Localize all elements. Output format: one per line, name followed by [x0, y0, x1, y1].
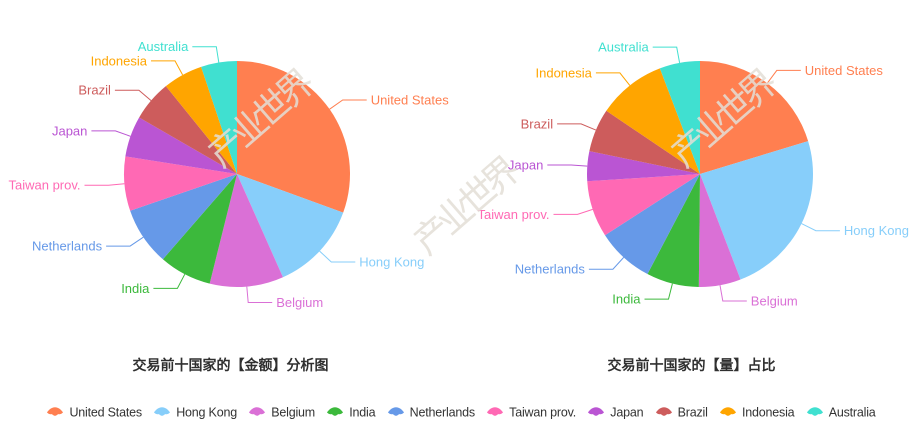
svg-text:Belgium: Belgium	[276, 295, 323, 310]
svg-text:United States: United States	[371, 93, 450, 108]
svg-text:Indonesia: Indonesia	[536, 65, 593, 80]
svg-text:Belgium: Belgium	[751, 294, 798, 309]
svg-text:Hong Kong: Hong Kong	[844, 223, 909, 238]
svg-text:Australia: Australia	[598, 40, 649, 55]
svg-text:Taiwan prov.: Taiwan prov.	[8, 178, 80, 193]
svg-text:Japan: Japan	[52, 123, 87, 138]
svg-text:Netherlands: Netherlands	[32, 239, 103, 254]
svg-text:Indonesia: Indonesia	[91, 53, 148, 68]
svg-text:India: India	[612, 292, 641, 307]
svg-text:Hong Kong: Hong Kong	[359, 255, 424, 270]
svg-text:United States: United States	[805, 63, 884, 78]
svg-text:Brazil: Brazil	[521, 116, 554, 131]
svg-text:India: India	[121, 281, 150, 296]
svg-text:Brazil: Brazil	[78, 83, 111, 98]
svg-text:Australia: Australia	[138, 39, 189, 54]
svg-text:Netherlands: Netherlands	[515, 262, 586, 277]
